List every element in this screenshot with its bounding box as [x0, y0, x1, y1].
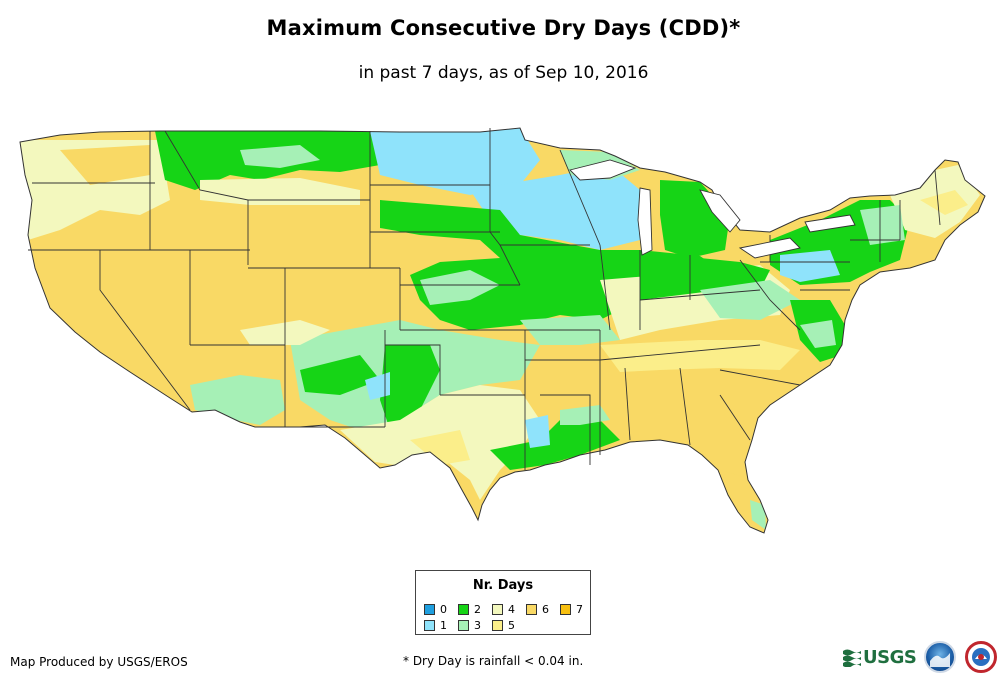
producer-credit: Map Produced by USGS/EROS: [10, 655, 188, 669]
region-1-day-dakotas: [370, 128, 540, 195]
legend-item-5: 5: [492, 619, 515, 632]
map-title: Maximum Consecutive Dry Days (CDD)*: [266, 16, 741, 40]
legend-title: Nr. Days: [472, 578, 534, 593]
legend-label-7: 7: [576, 603, 583, 616]
usgs-logo-icon: USGS: [843, 642, 919, 672]
legend-swatch-2: [458, 604, 469, 615]
noaa-logo-icon: [924, 641, 956, 673]
legend-item-0: 0: [424, 603, 447, 616]
legend-item-7: 7: [560, 603, 583, 616]
legend-label-4: 4: [508, 603, 515, 616]
legend-swatch-4: [492, 604, 503, 615]
legend-item-3: 3: [458, 619, 481, 632]
usgs-wave-icon: [843, 647, 861, 668]
usgs-wordmark: USGS: [863, 646, 917, 668]
region-2-days-gulf: [490, 420, 620, 470]
legend-label-5: 5: [508, 619, 515, 632]
legend-swatch-0: [424, 604, 435, 615]
legend-swatch-7: [560, 604, 571, 615]
state-boundaries: [28, 128, 941, 470]
legend-swatch-5: [492, 620, 503, 631]
legend-item-6: 6: [526, 603, 549, 616]
map-subtitle: in past 7 days, as of Sep 10, 2016: [358, 63, 649, 83]
legend-label-0: 0: [440, 603, 447, 616]
nws-logo-icon: [965, 641, 997, 673]
legend-box: Nr. Days 0 1 2 3 4 5 6 7: [415, 570, 591, 635]
legend-item-4: 4: [492, 603, 515, 616]
region-3-days-arizona: [190, 375, 285, 425]
legend-item-2: 2: [458, 603, 481, 616]
legend-label-3: 3: [474, 619, 481, 632]
dry-day-note: * Dry Day is rainfall < 0.04 in.: [403, 654, 584, 668]
legend-swatch-6: [526, 604, 537, 615]
legend-item-1: 1: [424, 619, 447, 632]
legend-label-6: 6: [542, 603, 549, 616]
legend-swatch-1: [424, 620, 435, 631]
legend-label-1: 1: [440, 619, 447, 632]
great-lakes: [569, 159, 856, 259]
legend-label-2: 2: [474, 603, 481, 616]
region-5-days-southeast: [600, 340, 800, 372]
cdd-regions: [20, 128, 985, 533]
legend-swatch-3: [458, 620, 469, 631]
